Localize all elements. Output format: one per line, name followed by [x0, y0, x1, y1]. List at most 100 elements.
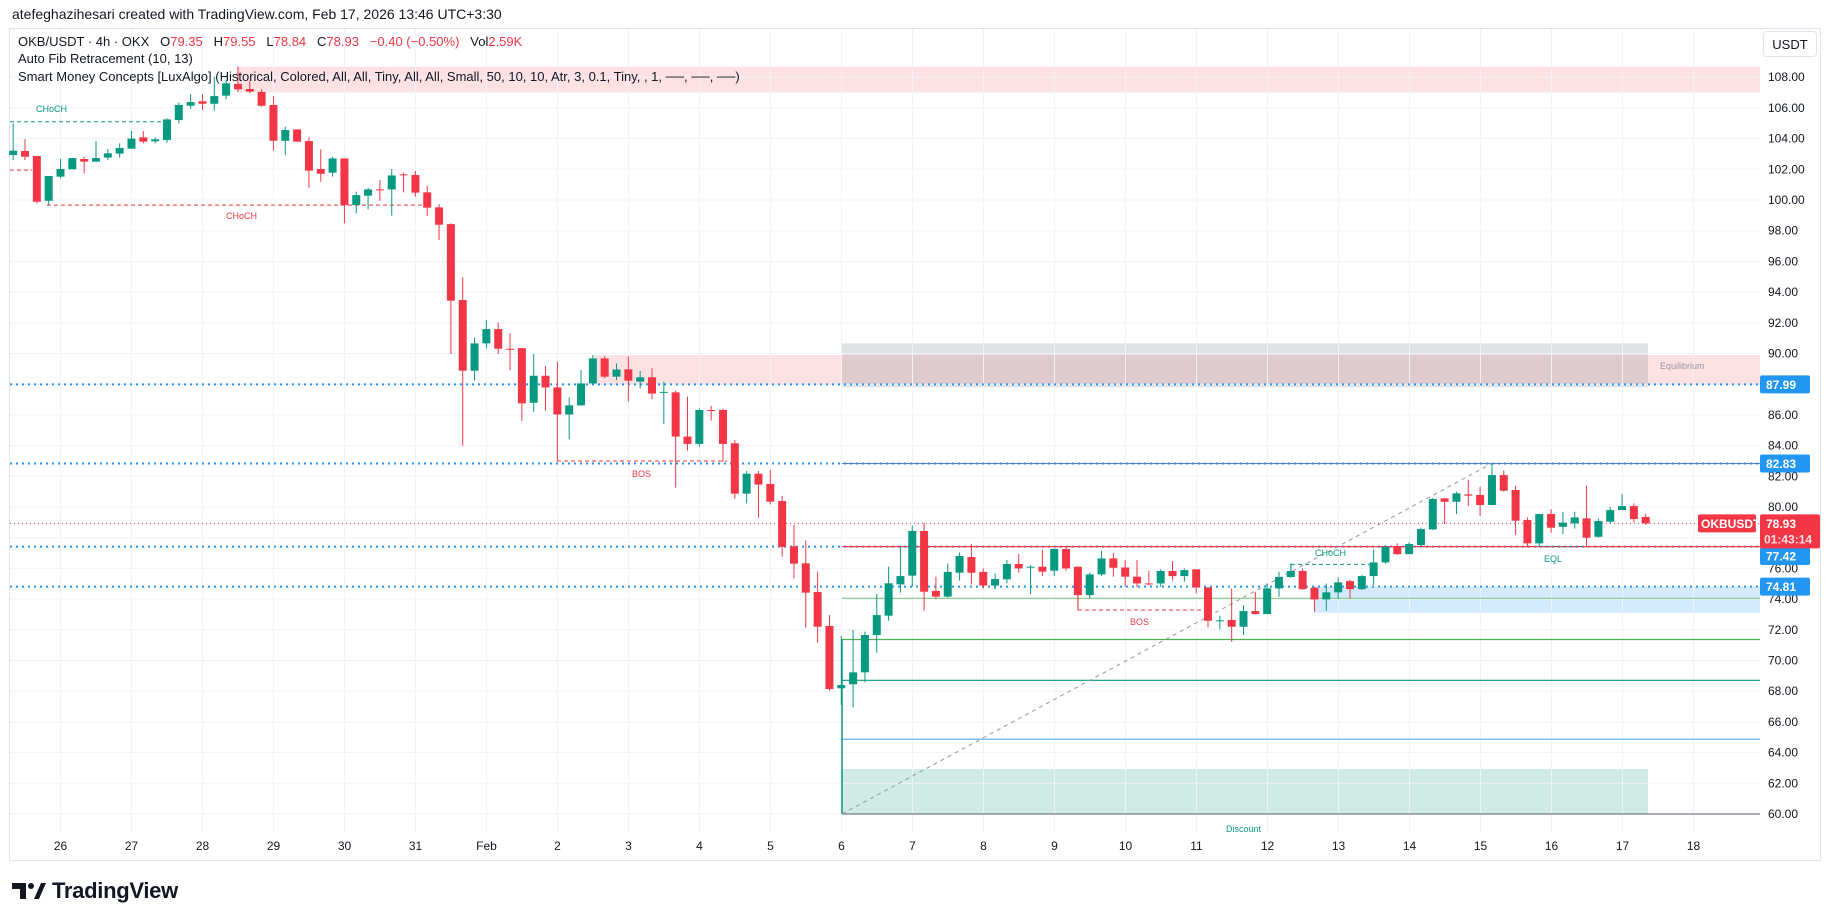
change-value: −0.40 (−0.50%) — [369, 34, 460, 49]
price-tick-label: 68.00 — [1768, 684, 1798, 698]
candle-up — [364, 189, 373, 196]
symbol-tag — [1698, 514, 1756, 533]
low-label: L — [266, 34, 274, 49]
candle-down — [198, 101, 207, 104]
candle-up — [1215, 620, 1224, 622]
candle-up — [1274, 576, 1283, 589]
candle-up — [103, 153, 112, 158]
candle-down — [1038, 566, 1047, 572]
indicator-auto-fib[interactable]: Auto Fib Retracement (10, 13) — [18, 51, 193, 66]
demand-zone — [1314, 586, 1760, 613]
time-tick-label: 13 — [1332, 839, 1346, 853]
candle-down — [541, 375, 550, 388]
price-tick-label: 60.00 — [1768, 807, 1798, 821]
candle-down — [340, 158, 349, 206]
premium-zone — [237, 66, 1760, 93]
time-tick-label: 26 — [54, 839, 68, 853]
candle-down — [778, 501, 787, 547]
candle-up — [174, 104, 183, 121]
candle-down — [517, 348, 526, 404]
time-tick-label: 27 — [125, 839, 139, 853]
candle-up — [1452, 493, 1461, 502]
choch-label-red: CHoCH — [226, 211, 257, 221]
candle-down — [1121, 567, 1130, 577]
candle-down — [920, 530, 929, 592]
candle-up — [1405, 543, 1414, 555]
candle-down — [825, 625, 834, 690]
candle-up — [1286, 571, 1295, 577]
symbol-tag-label: OKBUSDT — [1701, 517, 1761, 531]
candle-up — [1180, 570, 1189, 577]
fib-trend-line — [841, 462, 1493, 815]
candle-up — [1535, 514, 1544, 544]
time-tick-label: 11 — [1190, 839, 1203, 853]
price-badge-label: 82.83 — [1766, 457, 1796, 471]
indicator-smart-money-concepts[interactable]: Smart Money Concepts [LuxAlgo] (Historic… — [18, 69, 740, 84]
currency-button[interactable]: USDT — [1763, 31, 1817, 57]
candle-up — [281, 130, 290, 141]
tradingview-logo-text: TradingView — [52, 878, 178, 903]
candle-down — [1133, 576, 1142, 584]
symbol-legend[interactable]: OKB/USDT · 4h · OKX O79.35 H79.55 L78.84… — [18, 34, 522, 49]
candle-down — [506, 348, 515, 350]
candle-down — [766, 483, 775, 502]
time-tick-label: 4 — [696, 839, 703, 853]
candle-up — [529, 375, 538, 403]
candle-down — [1476, 495, 1485, 506]
price-badge — [1760, 577, 1810, 596]
price-tick-label: 90.00 — [1768, 347, 1798, 361]
price-tick-label: 94.00 — [1768, 285, 1798, 299]
time-tick-label: 2 — [554, 839, 561, 853]
candle-up — [1026, 566, 1035, 568]
tradingview-logo[interactable]: TradingView — [12, 878, 178, 904]
candle-down — [730, 443, 739, 494]
candle-up — [1357, 576, 1366, 590]
time-tick-label: 15 — [1474, 839, 1488, 853]
time-tick-label: 31 — [409, 839, 423, 853]
candle-up — [849, 672, 858, 685]
time-tick-label: 3 — [625, 839, 632, 853]
candle-down — [813, 592, 822, 627]
candle-down — [553, 387, 562, 415]
volume-value: 2.59K — [488, 34, 523, 49]
tradingview-logo-icon — [12, 883, 46, 899]
candle-up — [56, 168, 65, 177]
candle-down — [435, 207, 444, 225]
candle-up — [565, 405, 574, 415]
close-label: C — [317, 34, 327, 49]
candle-down — [269, 104, 278, 141]
price-badge — [1760, 454, 1810, 473]
candle-up — [387, 175, 396, 190]
candle-up — [884, 583, 893, 616]
candle-down — [494, 329, 503, 349]
bos-label-1: BOS — [632, 469, 651, 479]
candle-down — [233, 83, 242, 90]
equilibrium-label: Equilibrium — [1660, 361, 1705, 371]
candle-up — [1239, 611, 1248, 627]
price-tick-label: 102.00 — [1768, 162, 1805, 176]
candle-up — [222, 83, 231, 96]
price-tick-label: 82.00 — [1768, 469, 1798, 483]
price-badge-label: 74.81 — [1766, 580, 1796, 594]
candle-down — [1310, 587, 1319, 600]
candle-up — [1416, 529, 1425, 546]
candle-up — [955, 555, 964, 573]
candle-up — [352, 195, 361, 206]
supply-zone — [594, 355, 1760, 385]
candle-down — [1440, 498, 1449, 502]
candle-down — [683, 436, 692, 444]
price-tick-label: 62.00 — [1768, 776, 1798, 790]
time-tick-label: 5 — [767, 839, 774, 853]
volume-label: Vol — [470, 34, 489, 49]
symbol-info: OKB/USDT · 4h · OKX — [18, 34, 150, 49]
candle-down — [1582, 518, 1591, 538]
candle-up — [482, 329, 491, 344]
close-value: 78.93 — [326, 34, 359, 49]
time-tick-label: 17 — [1616, 839, 1630, 853]
candle-up — [115, 147, 124, 154]
price-tick-label: 106.00 — [1768, 101, 1805, 115]
candle-down — [316, 168, 325, 174]
time-tick-label: 30 — [338, 839, 352, 853]
candle-up — [68, 158, 77, 170]
